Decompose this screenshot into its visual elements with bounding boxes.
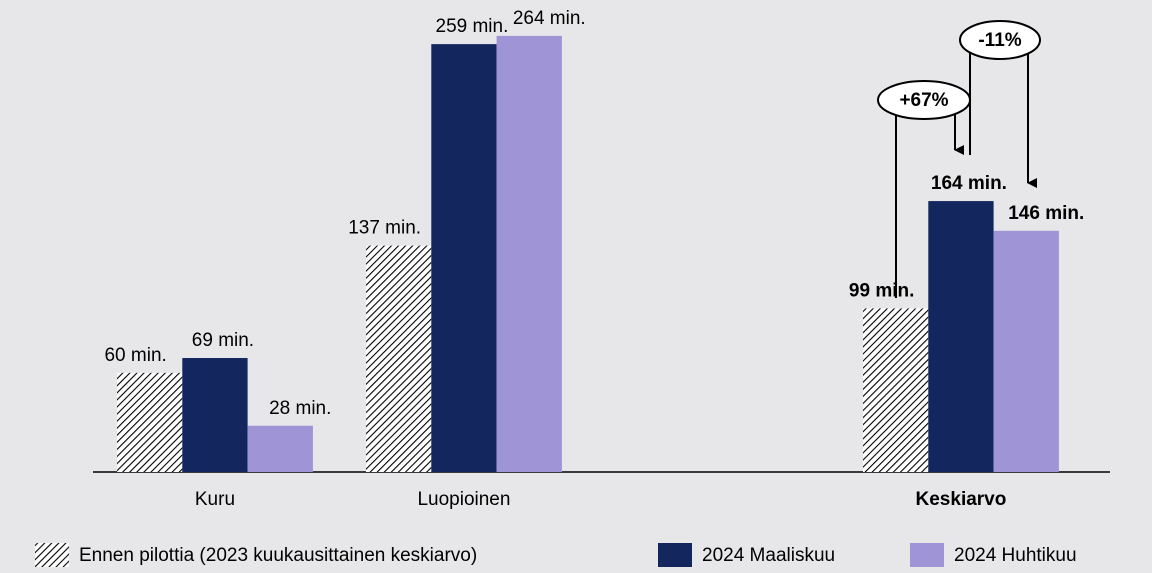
value-label: 137 min. [348,218,421,239]
value-label: 99 min. [849,280,914,301]
bar [117,372,183,472]
value-label: 146 min. [1008,203,1084,224]
bar [928,201,994,472]
value-label: 264 min. [513,8,586,29]
bar [366,245,432,472]
annotation-bubble [877,80,971,120]
x-tick-label: Keskiarvo [916,489,1007,510]
legend-label: 2024 Huhtikuu [954,545,1077,566]
bar [993,230,1059,472]
bar [182,358,248,472]
legend-swatch [910,543,944,567]
x-tick-label: Kuru [195,489,235,510]
value-label: 259 min. [436,16,509,37]
x-tick-label: Luopioinen [417,489,510,510]
annotation-bubble [959,20,1041,60]
legend-swatch [35,543,69,567]
value-label: 69 min. [192,330,254,351]
bar [247,425,313,472]
value-label: 164 min. [931,173,1007,194]
bar [863,308,929,472]
legend-label: 2024 Maaliskuu [702,545,835,566]
bar [431,44,497,473]
value-label: 60 min. [104,345,166,366]
annotation: +67% [899,90,948,111]
legend-swatch [658,543,692,567]
value-label: 28 min. [269,398,331,419]
legend-label: Ennen pilottia (2023 kuukausittainen kes… [79,545,477,566]
annotation: -11% [978,30,1021,51]
bar [496,35,562,472]
